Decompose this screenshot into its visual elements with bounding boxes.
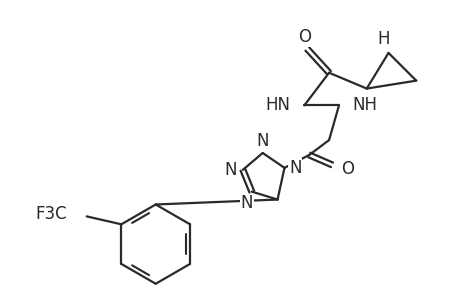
Text: HN: HN bbox=[265, 96, 290, 114]
Text: O: O bbox=[297, 28, 310, 46]
Text: H: H bbox=[376, 30, 389, 48]
Text: NH: NH bbox=[352, 96, 377, 114]
Text: N: N bbox=[289, 159, 301, 177]
Text: F3C: F3C bbox=[35, 206, 67, 224]
Text: O: O bbox=[340, 160, 353, 178]
Text: N: N bbox=[256, 132, 269, 150]
Text: N: N bbox=[240, 194, 252, 212]
Text: N: N bbox=[224, 161, 237, 179]
